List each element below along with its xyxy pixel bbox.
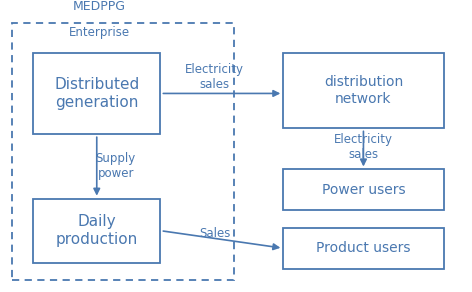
Bar bbox=[12, 23, 234, 280]
Bar bbox=[283, 169, 444, 210]
Text: distribution
network: distribution network bbox=[324, 75, 403, 106]
Bar bbox=[283, 228, 444, 269]
Text: Distributed
generation: Distributed generation bbox=[54, 77, 139, 110]
Text: Product users: Product users bbox=[316, 241, 411, 255]
Text: Electricity
sales: Electricity sales bbox=[334, 133, 393, 161]
Text: Sales: Sales bbox=[199, 227, 230, 240]
Bar bbox=[33, 199, 160, 263]
Text: MEDPPG: MEDPPG bbox=[73, 0, 126, 13]
Text: Daily
production: Daily production bbox=[56, 215, 138, 247]
Bar bbox=[283, 53, 444, 128]
Text: Enterprise: Enterprise bbox=[68, 26, 130, 39]
Text: Supply
power: Supply power bbox=[95, 152, 136, 180]
Bar bbox=[33, 53, 160, 134]
Text: Electricity
sales: Electricity sales bbox=[185, 63, 244, 91]
Text: Power users: Power users bbox=[321, 183, 405, 197]
